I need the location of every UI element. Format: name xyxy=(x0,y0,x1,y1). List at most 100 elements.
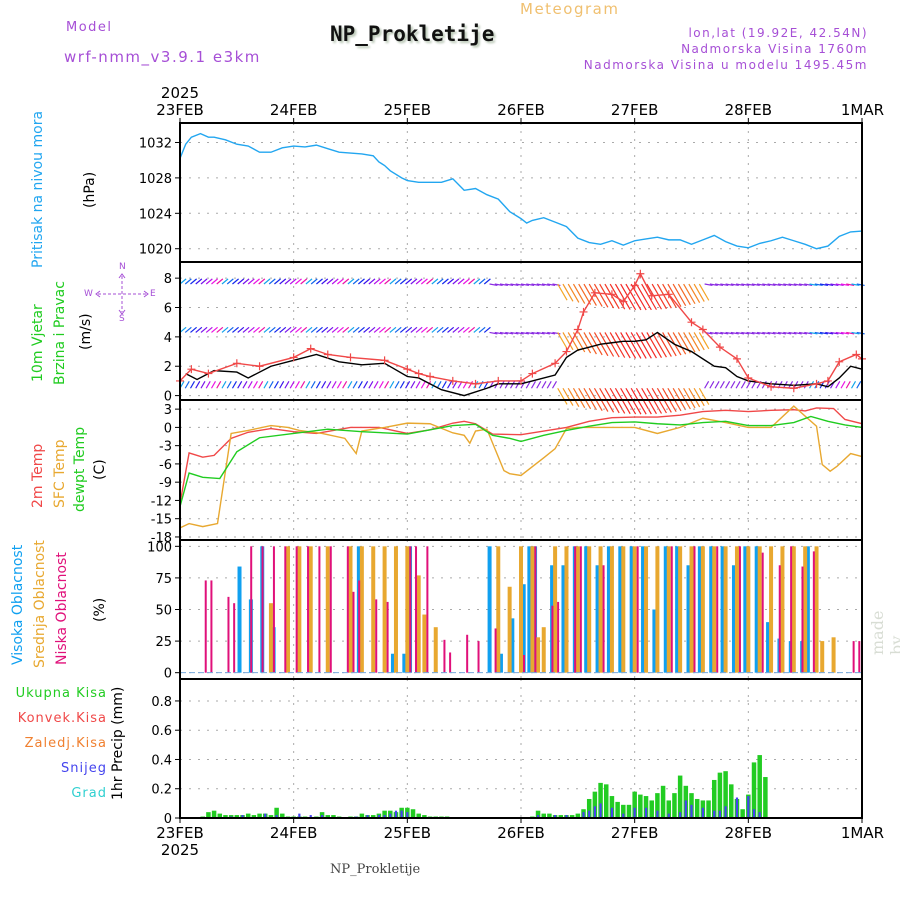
clouds-bar xyxy=(602,565,605,673)
wind-arrow xyxy=(672,283,687,307)
wind-arrow xyxy=(457,326,465,333)
wind-arrow xyxy=(499,331,508,335)
precip-bar xyxy=(735,797,739,818)
wind-arrow xyxy=(846,283,855,287)
pressure-ytick-label: 1024 xyxy=(139,207,172,222)
clouds-bar xyxy=(557,601,560,673)
clouds-bar xyxy=(632,546,637,673)
gust-marker xyxy=(789,384,798,393)
precip-bar xyxy=(223,815,228,818)
legend-konvek-kisa: Konvek.Kisa xyxy=(17,711,107,726)
clouds-bar xyxy=(534,546,537,673)
wind-arrow xyxy=(730,331,739,335)
clouds-bar xyxy=(541,627,546,673)
wind-arrow xyxy=(698,332,710,350)
temperature-ytick-label: 0 xyxy=(164,421,172,436)
wind-arrow xyxy=(452,381,458,389)
clouds-bar xyxy=(712,546,717,673)
precip-bar xyxy=(717,772,723,818)
xtick-label-top: 24FEB xyxy=(270,101,317,119)
wind-arrow xyxy=(672,332,687,355)
clouds-bar xyxy=(261,546,264,673)
precip-bar xyxy=(268,815,274,818)
wind-arrow xyxy=(709,381,715,389)
wind-arrow xyxy=(457,278,465,285)
wind-arrow xyxy=(221,278,229,285)
clouds-bar xyxy=(621,546,626,673)
wind-arrow xyxy=(851,283,860,287)
clouds-bar xyxy=(670,546,673,673)
wind-arrow xyxy=(572,283,586,304)
wind-arrow xyxy=(541,331,550,335)
xtick-label-bottom: 25FEB xyxy=(384,824,431,842)
clouds-bar xyxy=(233,603,236,673)
gust-marker xyxy=(812,379,821,388)
wind-arrow xyxy=(588,283,603,307)
precip-bar xyxy=(633,807,636,818)
wind-arrow xyxy=(567,387,580,408)
precip-bar xyxy=(751,762,757,818)
wind-arrow xyxy=(625,283,642,311)
gust-marker xyxy=(426,372,435,381)
wind-arrow xyxy=(515,331,524,335)
clouds-bar xyxy=(791,546,796,673)
wind-arrow xyxy=(578,387,592,410)
clouds-bar xyxy=(268,603,273,673)
precip-bar xyxy=(592,791,598,818)
wind-arrow xyxy=(263,381,269,389)
wind-arrow xyxy=(331,326,339,333)
wind-arrow xyxy=(662,332,677,357)
wind-arrow xyxy=(772,283,781,287)
precip-bar xyxy=(694,798,700,818)
wind-arrow xyxy=(394,278,402,285)
wind-arrow xyxy=(258,326,266,333)
gust-marker xyxy=(323,350,332,359)
clouds-bar xyxy=(227,596,230,673)
wind-arrow xyxy=(273,381,279,389)
precip-bar xyxy=(416,813,421,818)
wind-arrow xyxy=(599,332,615,357)
wind-arrow xyxy=(352,326,360,333)
clouds-bar xyxy=(716,546,719,673)
clouds-bar xyxy=(731,565,736,673)
clouds-bar xyxy=(700,546,705,673)
clouds-bar xyxy=(530,546,535,673)
wind-arrow xyxy=(295,326,302,333)
wind-arrow xyxy=(530,381,537,389)
clouds-bar xyxy=(329,546,332,673)
wind-arrow xyxy=(242,278,250,285)
clouds-bar xyxy=(678,546,683,673)
clouds-bar xyxy=(551,605,554,673)
clouds-bar xyxy=(348,546,353,673)
wind-arrow xyxy=(237,381,243,389)
temperature-ytick-label: -3 xyxy=(159,440,172,455)
clouds-bar xyxy=(204,580,207,673)
temperature-ytick-label: -9 xyxy=(159,476,172,491)
gust-marker xyxy=(744,373,753,382)
wind-arrow xyxy=(399,278,407,285)
gust-marker xyxy=(380,356,389,365)
precip-bar xyxy=(309,815,312,818)
wind-arrow xyxy=(515,283,524,287)
wind-arrow xyxy=(279,326,287,333)
wind-arrow xyxy=(431,381,437,389)
legend-snijeg: Snijeg xyxy=(61,761,107,776)
wind-arrow xyxy=(772,331,781,335)
wind-arrow xyxy=(562,332,574,351)
wind-arrow xyxy=(756,331,766,335)
precip-bar xyxy=(609,796,615,818)
wind-arrow xyxy=(614,387,631,415)
clouds-bar xyxy=(358,580,361,673)
wind-arrow xyxy=(184,381,190,389)
wind-arrow xyxy=(316,278,323,285)
clouds-bar xyxy=(734,546,739,673)
gust-marker xyxy=(767,382,776,391)
gust-marker xyxy=(528,369,537,378)
wind-arrow xyxy=(405,278,413,285)
wind-arrow xyxy=(305,326,313,333)
precip-bar xyxy=(394,810,398,818)
clouds-bar xyxy=(805,546,810,673)
wind-arrow xyxy=(447,381,453,389)
wind-arrow xyxy=(462,278,470,285)
